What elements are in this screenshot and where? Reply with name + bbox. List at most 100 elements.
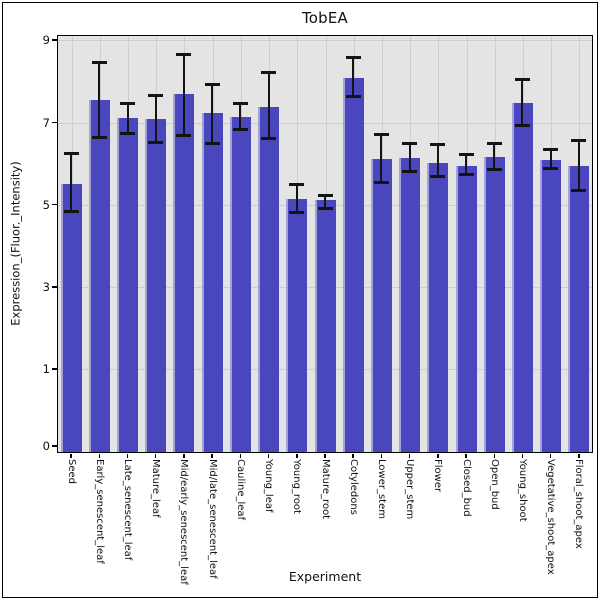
y-tick-label: 1	[42, 362, 50, 377]
bar	[314, 199, 336, 452]
x-tick-label: Upper_stem	[404, 459, 416, 520]
error-bar-line	[98, 61, 101, 137]
error-bar-line	[577, 139, 580, 191]
error-bar-line	[182, 53, 185, 135]
error-bar-line	[352, 57, 355, 96]
x-tick-mark	[267, 454, 270, 458]
error-bar-cap-top	[120, 101, 136, 105]
bar	[117, 117, 139, 452]
bar	[342, 78, 364, 452]
x-tick-mark	[465, 454, 467, 458]
error-bar-cap-bottom	[514, 124, 530, 128]
x-tick-mark	[239, 454, 242, 458]
error-bar-cap-top	[373, 133, 389, 137]
error-bar-cap-bottom	[289, 210, 305, 214]
y-tick-label: 7	[42, 115, 50, 130]
error-bar-cap-bottom	[91, 135, 107, 139]
error-bar-cap-bottom	[176, 133, 192, 137]
error-bar-cap-top	[514, 78, 530, 82]
y-tick-mark	[52, 286, 57, 288]
error-bar-line	[493, 142, 496, 170]
bar	[173, 94, 195, 452]
error-bar-cap-top	[261, 70, 277, 74]
x-tick-mark	[324, 454, 326, 458]
x-axis-label: Experiment	[288, 569, 362, 584]
error-bar-cap-bottom	[430, 175, 446, 179]
bar	[201, 112, 223, 452]
x-tick-label: Mature_leaf	[150, 459, 162, 518]
x-tick-label: Closed_bud	[460, 459, 472, 517]
x-tick-label: Vegetative_shoot_apex	[545, 459, 557, 575]
error-bar-cap-bottom	[571, 189, 587, 193]
x-tick-label: Floral_shoot_apex	[573, 459, 585, 549]
y-tick-label: 3	[42, 280, 50, 295]
error-bar-cap-bottom	[373, 180, 389, 184]
bar	[286, 199, 308, 452]
bar	[88, 99, 110, 452]
error-bar-cap-top	[543, 148, 559, 152]
bar	[540, 160, 562, 452]
error-bar-line	[154, 95, 157, 143]
error-bar-cap-top	[289, 182, 305, 186]
x-tick-label: Mid/early_senescent_leaf	[178, 459, 190, 585]
error-bar-line	[436, 144, 439, 177]
error-bar-line	[408, 143, 411, 171]
x-tick-label: Late_senescent_leaf	[122, 459, 134, 561]
x-tick-mark	[154, 454, 157, 458]
x-tick-label: Mature_root	[319, 459, 331, 520]
x-tick-mark	[521, 454, 524, 458]
error-bar-line	[295, 183, 298, 212]
x-tick-label: Lower_stem	[375, 459, 387, 519]
y-gridline	[58, 122, 592, 124]
x-tick-mark	[211, 454, 213, 458]
error-bar-cap-top	[176, 52, 192, 56]
x-tick-label: Cauline_leaf	[234, 459, 246, 521]
x-tick-label: Early_senescent_leaf	[93, 459, 105, 564]
x-tick-mark	[408, 454, 411, 458]
bar	[427, 162, 449, 452]
error-bar-cap-top	[345, 56, 361, 60]
bar	[370, 158, 392, 452]
y-tick-mark	[52, 121, 57, 124]
y-tick-mark	[52, 445, 57, 447]
x-tick-label: Young_shoot	[516, 459, 528, 522]
error-bar-line	[126, 102, 129, 134]
bar	[145, 119, 167, 452]
x-tick-label: Flower	[432, 459, 444, 493]
error-bar-line	[549, 149, 552, 168]
error-bar-line	[239, 103, 242, 130]
y-tick-mark	[52, 39, 57, 41]
error-bar-cap-top	[91, 60, 107, 64]
y-gridline	[58, 40, 592, 42]
error-bar-line	[211, 83, 214, 143]
x-tick-mark	[549, 454, 552, 458]
x-tick-label: Cotyledons	[347, 459, 359, 515]
error-bar-cap-top	[317, 194, 333, 198]
error-bar-cap-top	[232, 102, 248, 106]
x-tick-mark	[98, 454, 101, 458]
error-bar-line	[324, 195, 326, 209]
error-bar-cap-top	[458, 153, 474, 157]
error-bar-cap-bottom	[261, 136, 277, 140]
error-bar-line	[70, 152, 73, 212]
y-axis-label: Expression_(Fluor._Intensity)	[8, 161, 23, 326]
error-bar-line	[465, 154, 468, 175]
x-tick-mark	[183, 454, 185, 458]
x-tick-mark	[437, 454, 439, 458]
error-bar-cap-bottom	[204, 141, 220, 145]
error-bar-cap-bottom	[486, 168, 502, 172]
bar	[229, 117, 251, 452]
y-tick-label: 0	[42, 439, 50, 453]
x-tick-mark	[380, 454, 383, 458]
bar	[258, 107, 280, 452]
x-tick-label: Mid/late_senescent_leaf	[206, 459, 218, 579]
error-bar-cap-bottom	[458, 173, 474, 177]
error-bar-line	[380, 134, 383, 182]
bar	[568, 165, 590, 452]
error-bar-cap-bottom	[402, 169, 418, 173]
x-tick-mark	[70, 454, 72, 458]
error-bar-cap-bottom	[317, 207, 333, 211]
error-bar-cap-bottom	[232, 128, 248, 132]
error-bar-cap-bottom	[120, 132, 136, 136]
